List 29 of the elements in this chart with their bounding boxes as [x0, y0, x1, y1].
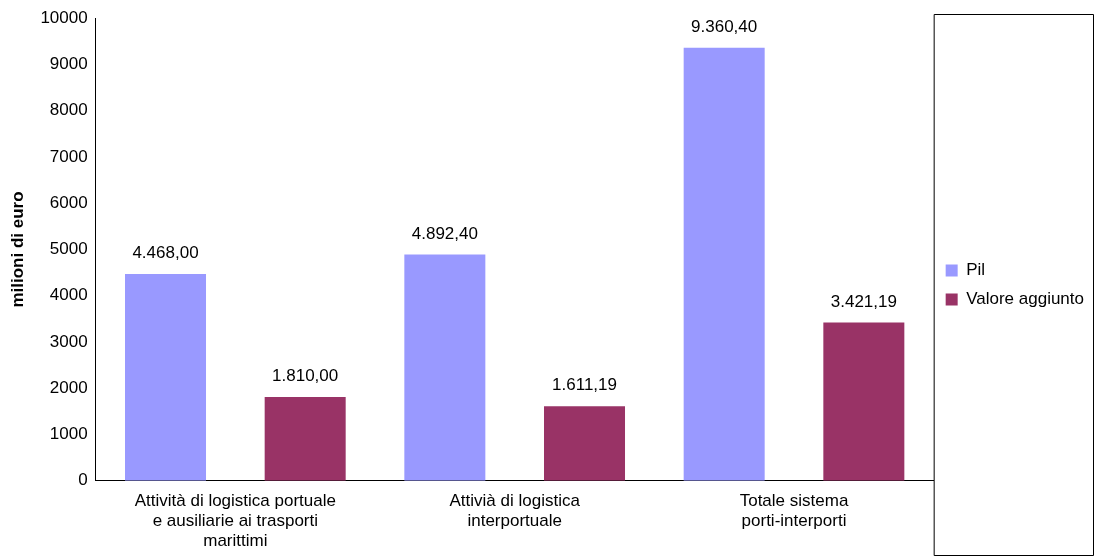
- y-tick-label: 9000: [49, 54, 88, 74]
- bar: [823, 322, 905, 481]
- data-label: 1.810,00: [272, 366, 339, 386]
- y-tick-label: 8000: [49, 100, 88, 120]
- x-tick-label: Totale sistema porti-interporti: [739, 490, 849, 531]
- y-tick-label: 5000: [49, 239, 88, 259]
- y-tick-label: 2000: [49, 377, 88, 397]
- y-tick-label: 3000: [49, 331, 88, 351]
- data-label: 1.611,19: [552, 375, 617, 395]
- x-tick-label: Attività di logistica portuale e ausiliarie ai trasporti marittimi: [134, 490, 336, 551]
- data-label: 3.421,19: [830, 291, 897, 311]
- data-label: 4.468,00: [132, 243, 199, 263]
- bar: [404, 254, 486, 481]
- y-tick-label: 6000: [49, 192, 88, 212]
- y-tick-label: 1000: [49, 424, 88, 444]
- y-tick-label: 4000: [49, 285, 88, 305]
- data-label: 4.892,40: [411, 223, 478, 243]
- y-tick-label: 10000: [40, 7, 88, 27]
- x-tick-label: Attivià di logistica interportuale: [449, 490, 581, 531]
- bar: [683, 47, 765, 481]
- y-tick-label: 7000: [49, 146, 88, 166]
- legend-label: Valore aggiunto: [966, 289, 1085, 309]
- bar: [544, 406, 626, 481]
- legend-label: Pil: [966, 260, 986, 280]
- y-axis-title: milioni di euro: [7, 191, 27, 308]
- data-label: 9.360,40: [691, 16, 758, 36]
- bar: [125, 274, 207, 481]
- bar: [264, 397, 346, 481]
- y-tick-label: 0: [78, 470, 88, 490]
